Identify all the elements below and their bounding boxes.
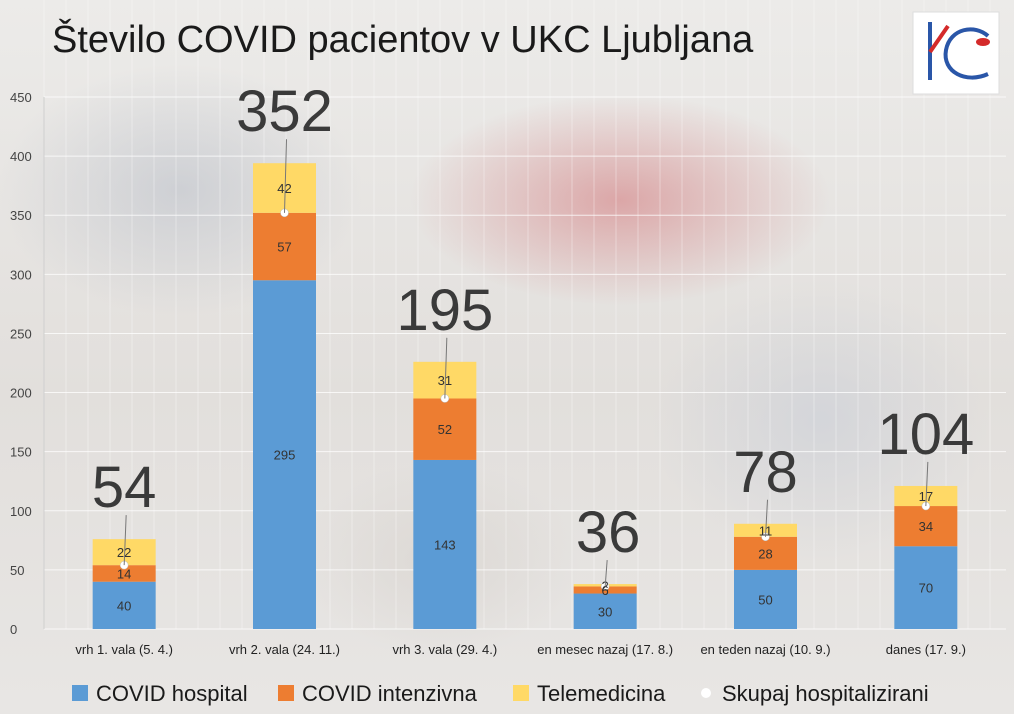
y-tick-label: 100 — [10, 504, 32, 519]
segment-label: 6 — [602, 583, 609, 598]
legend-label: COVID hospital — [96, 681, 248, 706]
x-category-label: vrh 1. vala (5. 4.) — [75, 642, 173, 657]
total-leader-line — [925, 461, 929, 507]
chart-title: Število COVID pacientov v UKC Ljubljana — [52, 17, 754, 61]
total-label: 54 — [92, 455, 157, 520]
segment-label: 28 — [758, 546, 772, 561]
total-leader-line — [444, 337, 448, 399]
legend-swatch — [513, 685, 529, 701]
bar-covid-hospital — [253, 280, 316, 629]
x-category-label: danes (17. 9.) — [886, 642, 966, 657]
total-leader-line — [123, 515, 127, 566]
segment-label: 14 — [117, 566, 131, 581]
legend-swatch — [701, 688, 711, 698]
segment-label: 30 — [598, 604, 612, 619]
bar-covid-hospital — [413, 459, 477, 629]
kc-logo — [912, 11, 1000, 95]
chart-bars — [92, 163, 958, 629]
bar-covid-hospital — [894, 546, 958, 629]
y-tick-label: 250 — [10, 326, 32, 341]
segment-label: 295 — [274, 448, 296, 463]
total-label: 104 — [877, 402, 974, 467]
bar-covid-hospital — [92, 581, 156, 629]
legend-swatch — [72, 685, 88, 701]
bar-covid-intenzivna — [734, 536, 797, 570]
x-category-label: en teden nazaj (10. 9.) — [700, 642, 830, 657]
chart-grid: 0 50 100 150 200 250 300 350 400 450 — [10, 0, 1006, 637]
bar-covid-intenzivna — [894, 506, 958, 547]
x-category-label: en mesec nazaj (17. 8.) — [537, 642, 673, 657]
y-tick-label: 50 — [10, 563, 24, 578]
segment-label: 31 — [438, 373, 452, 388]
y-tick-label: 150 — [10, 445, 32, 460]
total-label: 78 — [733, 440, 798, 505]
total-leader-line — [604, 560, 608, 587]
y-tick-label: 350 — [10, 208, 32, 223]
x-category-label: vrh 2. vala (24. 11.) — [229, 642, 340, 657]
x-category-label: vrh 3. vala (29. 4.) — [392, 642, 497, 657]
y-tick-label: 300 — [10, 267, 32, 282]
segment-label: 57 — [277, 240, 291, 255]
legend-label: Telemedicina — [537, 681, 666, 706]
total-label: 352 — [236, 79, 333, 144]
segment-label: 42 — [277, 181, 291, 196]
y-tick-label: 450 — [10, 90, 32, 105]
segment-label: 70 — [919, 581, 933, 596]
segment-label: 52 — [438, 422, 452, 437]
total-label: 36 — [576, 500, 641, 565]
legend-swatch — [278, 685, 294, 701]
legend-label: COVID intenzivna — [302, 681, 478, 706]
segment-label: 143 — [434, 537, 456, 552]
total-leader-line — [284, 139, 287, 213]
segment-label: 50 — [758, 592, 772, 607]
bar-covid-intenzivna — [253, 212, 316, 281]
y-tick-label: 0 — [10, 622, 17, 637]
total-label: 195 — [396, 278, 493, 343]
bar-covid-hospital — [573, 593, 637, 629]
total-leader-line — [765, 499, 768, 537]
y-tick-label: 400 — [10, 149, 32, 164]
segment-label: 40 — [117, 598, 131, 613]
bar-covid-intenzivna — [92, 565, 156, 582]
chart-legend: COVID hospital COVID intenzivna Telemedici… — [72, 681, 929, 706]
chart-labels: 40142254vrh 1. vala (5. 4.)2955742352vrh… — [75, 79, 974, 657]
y-tick-label: 200 — [10, 386, 32, 401]
legend-label: Skupaj hospitalizirani — [722, 681, 929, 706]
bar-covid-intenzivna — [413, 398, 477, 460]
segment-label: 34 — [919, 519, 933, 534]
bar-covid-hospital — [734, 569, 797, 629]
